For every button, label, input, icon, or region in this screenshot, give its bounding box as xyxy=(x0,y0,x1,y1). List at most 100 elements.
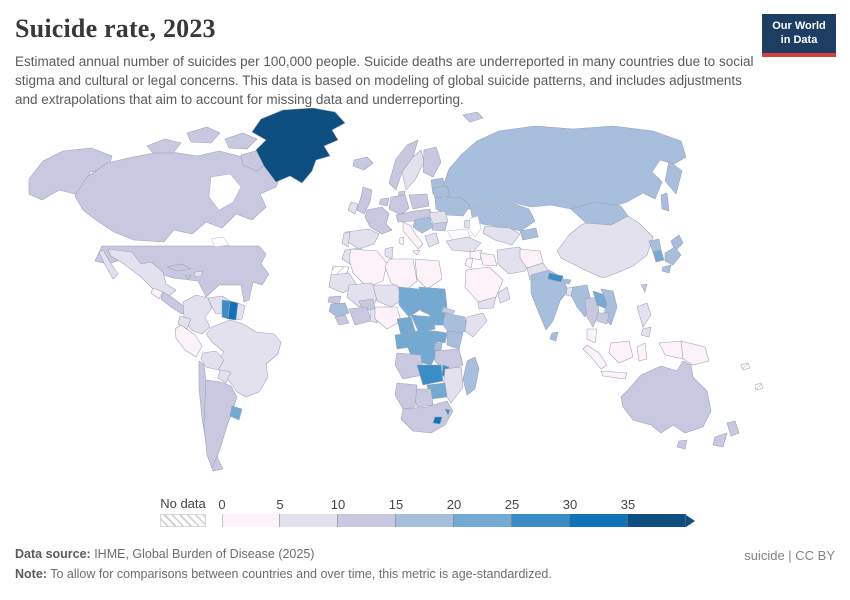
country-belarus[interactable] xyxy=(431,185,451,199)
country-russia[interactable] xyxy=(442,125,687,211)
country-greenland[interactable] xyxy=(251,107,346,184)
owid-logo[interactable]: Our World in Data xyxy=(762,14,836,57)
country-kyrgyzstan-tajikistan[interactable] xyxy=(519,227,539,241)
country-new-zealand-north[interactable] xyxy=(726,420,740,437)
country-ireland[interactable] xyxy=(347,201,359,215)
country-philippines-luzon[interactable] xyxy=(636,302,652,328)
country-indonesia-borneo[interactable] xyxy=(608,340,634,364)
country-sierra-leone[interactable] xyxy=(334,314,350,326)
country-peru[interactable] xyxy=(174,324,203,358)
country-somalia[interactable] xyxy=(464,312,488,338)
country-russia-kamchatka[interactable] xyxy=(664,160,683,195)
country-niger[interactable] xyxy=(372,284,404,308)
country-pacific-islands-2[interactable] xyxy=(754,382,764,391)
country-malaysia[interactable] xyxy=(586,328,598,344)
country-cote-divoire-ghana[interactable] xyxy=(348,306,372,326)
country-lesotho[interactable] xyxy=(432,416,443,425)
legend-bin-10[interactable] xyxy=(338,514,396,527)
country-philippines-mindanao[interactable] xyxy=(640,326,652,338)
country-central-asia[interactable] xyxy=(482,225,521,246)
legend-no-data[interactable]: No data xyxy=(160,496,206,527)
country-norway[interactable] xyxy=(388,139,419,191)
country-iraq[interactable] xyxy=(479,252,498,267)
legend-bin-15[interactable] xyxy=(396,514,454,527)
country-iceland[interactable] xyxy=(352,156,374,171)
country-india[interactable] xyxy=(530,269,569,331)
country-japan-honshu[interactable] xyxy=(664,246,682,266)
no-data-swatch[interactable] xyxy=(160,514,206,527)
country-tunisia[interactable] xyxy=(384,246,394,260)
country-sri-lanka[interactable] xyxy=(549,331,559,342)
country-svalbard[interactable] xyxy=(462,111,484,123)
country-indonesia-java[interactable] xyxy=(600,370,628,380)
country-italy[interactable] xyxy=(402,221,424,250)
country-germany[interactable] xyxy=(388,194,410,216)
country-north-korea[interactable] xyxy=(648,238,662,253)
country-canada-island-2[interactable] xyxy=(186,126,221,144)
country-benelux[interactable] xyxy=(378,197,390,207)
country-angola[interactable] xyxy=(394,352,424,380)
country-senegal[interactable] xyxy=(327,295,342,305)
country-bhutan[interactable] xyxy=(563,278,572,285)
country-france[interactable] xyxy=(364,206,393,235)
country-mozambique[interactable] xyxy=(442,366,464,404)
country-cambodia[interactable] xyxy=(596,312,610,325)
country-taiwan[interactable] xyxy=(640,283,648,293)
country-japan-kyushu[interactable] xyxy=(661,264,672,274)
country-poland[interactable] xyxy=(408,193,430,210)
country-rwanda-burundi[interactable] xyxy=(433,342,443,352)
country-nigeria[interactable] xyxy=(374,306,402,330)
country-egypt[interactable] xyxy=(414,258,443,290)
country-pacific-islands-1[interactable] xyxy=(740,362,751,371)
legend-bin-30[interactable] xyxy=(570,514,628,527)
country-indonesia-sumatra[interactable] xyxy=(582,344,608,370)
license-link[interactable]: suicide | CC BY xyxy=(744,548,835,563)
country-romania[interactable] xyxy=(428,210,449,225)
country-madagascar[interactable] xyxy=(462,356,480,396)
country-hispaniola[interactable] xyxy=(193,270,204,278)
country-saudi-arabia[interactable] xyxy=(464,266,504,303)
country-argentina[interactable] xyxy=(203,379,238,469)
country-central-african-republic[interactable] xyxy=(410,314,436,334)
country-cuba[interactable] xyxy=(166,263,192,272)
country-uganda[interactable] xyxy=(434,330,448,344)
country-australia-tasmania[interactable] xyxy=(676,439,688,450)
country-indonesia-west-papua[interactable] xyxy=(658,340,684,360)
country-papua-new-guinea[interactable] xyxy=(680,340,710,366)
country-jamaica[interactable] xyxy=(184,274,192,280)
country-australia[interactable] xyxy=(620,360,712,434)
country-syria[interactable] xyxy=(469,249,483,261)
country-ethiopia[interactable] xyxy=(442,312,468,336)
country-russia-sakhalin[interactable] xyxy=(660,192,670,212)
country-jordan-israel[interactable] xyxy=(464,257,474,269)
country-algeria[interactable] xyxy=(348,248,388,288)
country-yemen[interactable] xyxy=(477,296,497,310)
country-italy-sardinia[interactable] xyxy=(398,236,405,246)
country-bolivia[interactable] xyxy=(200,350,225,371)
country-mexico-baja[interactable] xyxy=(98,249,119,280)
legend-bin-0[interactable] xyxy=(222,514,280,527)
country-uruguay[interactable] xyxy=(229,405,243,421)
country-new-zealand-south[interactable] xyxy=(712,432,728,448)
country-canada-island-3[interactable] xyxy=(224,132,258,150)
country-sudan[interactable] xyxy=(418,286,448,318)
country-oman[interactable] xyxy=(497,286,511,304)
country-indonesia-sulawesi[interactable] xyxy=(636,342,648,362)
country-south-africa[interactable] xyxy=(400,400,454,434)
country-eswatini[interactable] xyxy=(444,408,451,416)
country-portugal[interactable] xyxy=(341,231,351,248)
country-united-kingdom[interactable] xyxy=(356,186,373,215)
country-canada-island-1[interactable] xyxy=(146,138,182,154)
country-nepal[interactable] xyxy=(547,272,564,283)
country-guatemala[interactable] xyxy=(150,287,164,300)
country-mexico[interactable] xyxy=(107,248,177,297)
country-zambia[interactable] xyxy=(416,364,444,386)
country-italy-sicily[interactable] xyxy=(412,249,421,256)
country-spain[interactable] xyxy=(345,228,380,250)
country-brazil[interactable] xyxy=(205,319,282,398)
country-chad[interactable] xyxy=(398,286,422,318)
country-guinea[interactable] xyxy=(328,302,350,318)
country-balkans[interactable] xyxy=(412,216,434,234)
country-kenya[interactable] xyxy=(446,330,464,350)
legend-bin-25[interactable] xyxy=(512,514,570,527)
